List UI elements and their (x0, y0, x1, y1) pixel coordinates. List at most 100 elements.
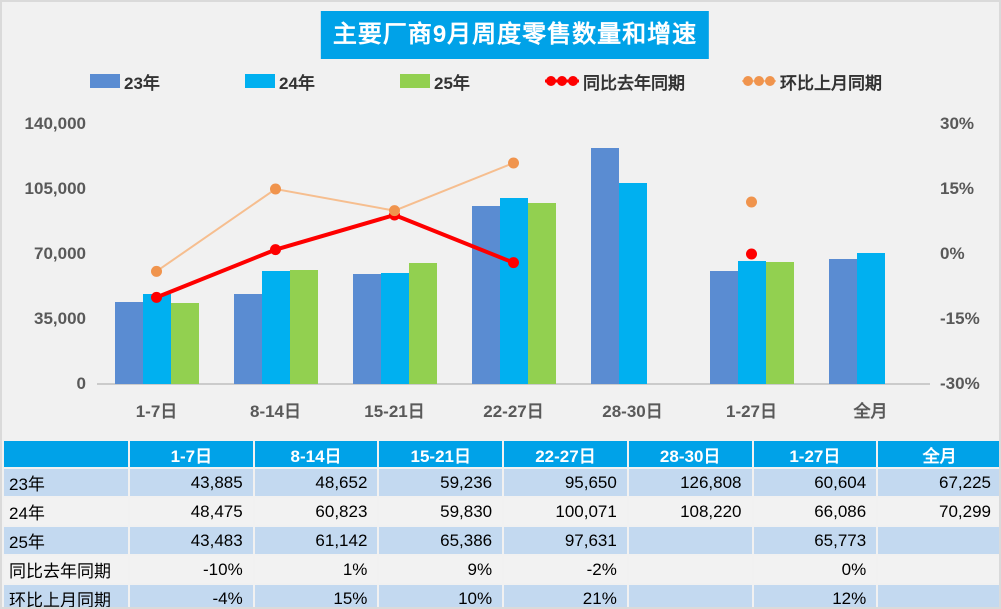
legend-item: 23年 (90, 70, 160, 93)
legend-label: 同比去年同期 (583, 73, 685, 93)
category-label: 全月 (853, 402, 888, 421)
table-cell: 70,299 (878, 498, 999, 525)
line-marker (746, 196, 757, 208)
table-cell: 1% (254, 556, 378, 583)
row-label-cell: 23年 (4, 469, 128, 496)
legend-item: 同比去年同期 (545, 70, 685, 93)
table-cell: 15% (254, 585, 378, 607)
line-marker (508, 157, 519, 169)
table-row: 同比去年同期 -10% 1% 9% -2% 0% (4, 556, 999, 583)
bar (142, 293, 171, 384)
bar (471, 206, 500, 384)
legend-swatch-icon (245, 74, 275, 88)
category-label: 22-27日 (483, 402, 544, 421)
chart-panel: 主要厂商9月周度零售数量和增速 23年 24年 25年 同比去年同期 环比上月同期 0 3… (2, 2, 999, 439)
legend-label: 23年 (124, 73, 160, 93)
table-cell: 67,225 (878, 469, 999, 496)
legend-item: 25年 (400, 70, 470, 93)
table-cell: -10% (130, 556, 253, 583)
table-cell: 108,220 (628, 498, 752, 525)
table-header-cell: 1-27日 (753, 441, 877, 467)
table-cell (878, 527, 999, 554)
table-row: 环比上月同期 -4% 15% 10% 21% 12% (4, 585, 999, 607)
chart-title: 主要厂商9月周度零售数量和增速 (320, 11, 710, 59)
table-cell: 60,823 (254, 498, 378, 525)
category-label: 8-14日 (249, 402, 302, 421)
row-label-cell: 环比上月同期 (4, 585, 128, 607)
bar (114, 302, 143, 384)
bar (828, 259, 857, 384)
legend-item: 24年 (245, 70, 315, 93)
table-cell: 12% (753, 585, 877, 607)
x-axis-line (97, 383, 930, 385)
table-cell: 65,773 (753, 527, 877, 554)
table-cell: 61,142 (254, 527, 378, 554)
table-cell: 0% (753, 556, 877, 583)
table-header-row: 1-7日 8-14日 15-21日 22-27日 28-30日 1-27日 全月 (4, 441, 999, 467)
bar (527, 202, 556, 384)
plot-area: 0 35,000 70,000 105,000 140,000 -30% -15% 0% 15%… (2, 2, 999, 439)
line-marker (389, 209, 400, 221)
bar (170, 303, 199, 384)
row-label-cell: 24年 (4, 498, 128, 525)
table-cell (878, 585, 999, 607)
table-cell: 65,386 (379, 527, 503, 554)
table-cell: 10% (379, 585, 503, 607)
table-header-cell: 8-14日 (254, 441, 378, 467)
legend-label: 25年 (434, 73, 470, 93)
table-cell (878, 556, 999, 583)
bar (737, 261, 766, 384)
table-cell (628, 556, 752, 583)
table-header-cell: 全月 (878, 441, 999, 467)
data-table: 1-7日 8-14日 15-21日 22-27日 28-30日 1-27日 全月 23年 43,… (2, 439, 999, 607)
right-axis-tick-label: 0% (940, 244, 965, 263)
category-label: 28-30日 (602, 402, 663, 421)
right-axis-tick-label: 30% (940, 114, 975, 133)
table-cell: 21% (504, 585, 627, 607)
legend-swatch-icon (90, 74, 120, 88)
bar (233, 293, 262, 384)
table-cell: 48,475 (130, 498, 253, 525)
legend-label: 环比上月同期 (780, 73, 882, 93)
bar (352, 273, 381, 384)
bar (289, 270, 318, 384)
line-segment (155, 212, 515, 300)
table-row: 25年 43,483 61,142 65,386 97,631 65,773 (4, 527, 999, 554)
legend-swatch-icon (400, 74, 430, 88)
table-cell: 48,652 (254, 469, 378, 496)
table-row: 24年 48,475 60,823 59,830 100,071 108,220 66,08… (4, 498, 999, 525)
bar (618, 183, 647, 384)
category-label: 1-7日 (135, 402, 178, 421)
table-cell: -2% (504, 556, 627, 583)
left-axis-tick-label: 140,000 (24, 114, 86, 133)
line-marker (270, 183, 281, 195)
line-marker (270, 244, 281, 256)
bar (856, 253, 885, 384)
table-cell (628, 585, 752, 607)
table-header-cell: 22-27日 (504, 441, 627, 467)
line-segment (155, 162, 514, 273)
table-cell: 59,236 (379, 469, 503, 496)
category-label: 1-27日 (725, 402, 778, 421)
category-label: 15-21日 (364, 402, 425, 421)
table-header-cell: 28-30日 (628, 441, 752, 467)
right-axis-tick-label: -15% (940, 309, 980, 328)
bar (380, 272, 409, 384)
left-axis-tick-label: 0 (76, 374, 86, 393)
table-cell: -4% (130, 585, 253, 607)
legend-item: 环比上月同期 (742, 70, 882, 93)
legend-label: 24年 (279, 73, 315, 93)
table-cell (628, 527, 752, 554)
left-axis-tick-label: 105,000 (24, 179, 86, 198)
table-row: 23年 43,885 48,652 59,236 95,650 126,808 60,604… (4, 469, 999, 496)
bar (590, 148, 619, 384)
line-marker (746, 248, 757, 260)
table-cell: 97,631 (504, 527, 627, 554)
table-cell: 100,071 (504, 498, 627, 525)
bar (408, 262, 437, 384)
legend-line-marker-icon (545, 76, 579, 86)
legend-line-marker-icon (742, 76, 776, 86)
table-cell: 59,830 (379, 498, 503, 525)
table-cell: 60,604 (753, 469, 877, 496)
